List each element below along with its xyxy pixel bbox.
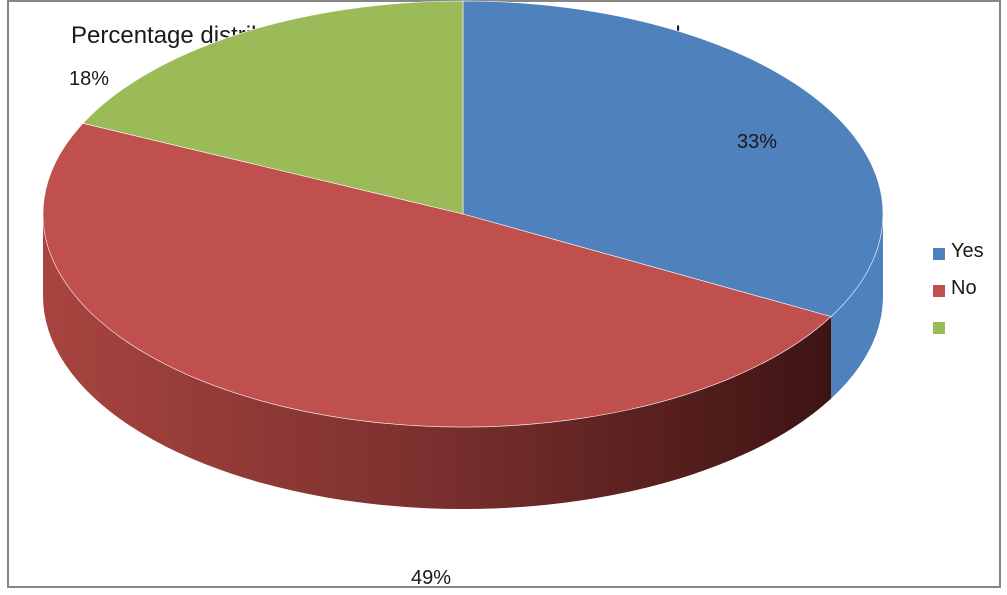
pie-slice-no	[42, 122, 832, 428]
legend-label-yes: Yes	[951, 240, 984, 262]
legend-swatch-third	[933, 322, 945, 334]
pie-slice-unlabeled	[82, 0, 464, 215]
data-label-unlabeled: 18%	[69, 68, 109, 90]
pie-side-yes	[831, 214, 883, 399]
legend-swatch-yes	[933, 248, 945, 260]
legend-label-no: No	[951, 277, 977, 299]
legend-swatch-no	[933, 285, 945, 297]
pie-side-no	[43, 214, 832, 510]
data-label-yes: 33%	[737, 131, 777, 153]
data-label-no: 49%	[411, 567, 451, 589]
pie-slice-yes	[462, 0, 884, 317]
